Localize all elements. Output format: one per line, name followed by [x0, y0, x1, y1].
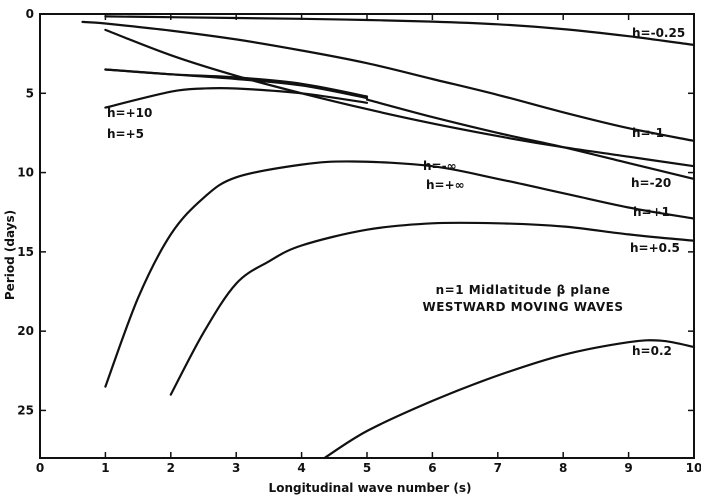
x-tick-label: 1 — [101, 461, 109, 475]
x-tick-label: 4 — [297, 461, 305, 475]
series-curves — [81, 15, 696, 460]
x-tick-label: 5 — [363, 461, 371, 475]
x-tick-label: 7 — [494, 461, 502, 475]
series-line-4 — [365, 98, 696, 180]
y-tick-label: 20 — [17, 324, 34, 338]
x-tick-label: 9 — [624, 461, 632, 475]
x-tick-label: 0 — [36, 461, 44, 475]
series-line-7 — [104, 160, 696, 388]
series-line-8 — [169, 221, 696, 396]
x-tick-label: 8 — [559, 461, 567, 475]
series-label-2: h=-20 — [631, 176, 671, 190]
series-line-1 — [81, 20, 696, 142]
series-line-0 — [104, 15, 696, 46]
axis-ticks: 0 1 2 3 4 5 6 7 8 9 10 0 5 10 15 20 25 — [17, 7, 701, 475]
plot-border — [39, 13, 695, 459]
series-label-0: h=-0.25 — [632, 26, 685, 40]
series-line-6 — [104, 86, 369, 109]
y-tick-label: 5 — [26, 86, 34, 100]
x-tick-label: 6 — [428, 461, 436, 475]
x-axis-label: Longitudinal wave number (s) — [269, 481, 472, 495]
series-label-7: h=+1 — [633, 205, 670, 219]
annotation-line-2: WESTWARD MOVING WAVES — [422, 300, 623, 314]
y-tick-label: 0 — [26, 7, 34, 21]
x-tick-label: 2 — [167, 461, 175, 475]
series-label-4: h=+∞ — [426, 178, 465, 192]
x-tick-label: 10 — [686, 461, 701, 475]
y-tick-label: 15 — [17, 245, 34, 259]
series-label-9: h=0.2 — [632, 344, 672, 358]
series-labels: h=-0.25 h=-1 h=-20 h=-∞ h=+∞ h=+10 h=+5 h=+1 h=+… — [107, 26, 685, 358]
series-label-3: h=-∞ — [423, 159, 457, 173]
series-line-5 — [104, 68, 369, 100]
y-tick-label: 10 — [17, 166, 34, 180]
annotation-line-1: n=1 Midlatitude β plane — [436, 283, 611, 297]
x-tick-label: 3 — [232, 461, 240, 475]
series-line-3 — [104, 68, 369, 98]
plot-frame — [39, 13, 695, 459]
series-line-9 — [323, 339, 696, 460]
series-label-5: h=+10 — [107, 106, 152, 120]
y-axis-label: Period (days) — [3, 210, 17, 300]
series-label-6: h=+5 — [107, 127, 144, 141]
series-label-8: h=+0.5 — [630, 241, 680, 255]
series-label-1: h=-1 — [632, 126, 664, 140]
series-line-2 — [104, 28, 696, 168]
y-tick-label: 25 — [17, 403, 34, 417]
